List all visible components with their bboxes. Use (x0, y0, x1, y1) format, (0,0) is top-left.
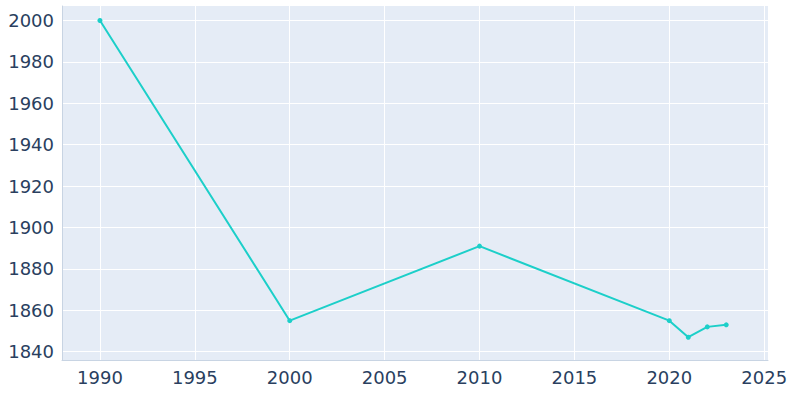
svg-text:2020: 2020 (646, 367, 692, 388)
svg-text:1990: 1990 (77, 367, 123, 388)
svg-text:1840: 1840 (8, 341, 54, 362)
svg-text:2010: 2010 (457, 367, 503, 388)
svg-text:1860: 1860 (8, 300, 54, 321)
svg-text:1940: 1940 (8, 134, 54, 155)
svg-text:2025: 2025 (741, 367, 787, 388)
svg-text:2015: 2015 (552, 367, 598, 388)
svg-text:1995: 1995 (172, 367, 218, 388)
svg-text:2000: 2000 (267, 367, 313, 388)
svg-text:1960: 1960 (8, 93, 54, 114)
svg-text:1980: 1980 (8, 51, 54, 72)
svg-text:2005: 2005 (362, 367, 408, 388)
svg-text:1900: 1900 (8, 217, 54, 238)
svg-text:1880: 1880 (8, 258, 54, 279)
svg-text:2000: 2000 (8, 10, 54, 31)
svg-text:1920: 1920 (8, 176, 54, 197)
